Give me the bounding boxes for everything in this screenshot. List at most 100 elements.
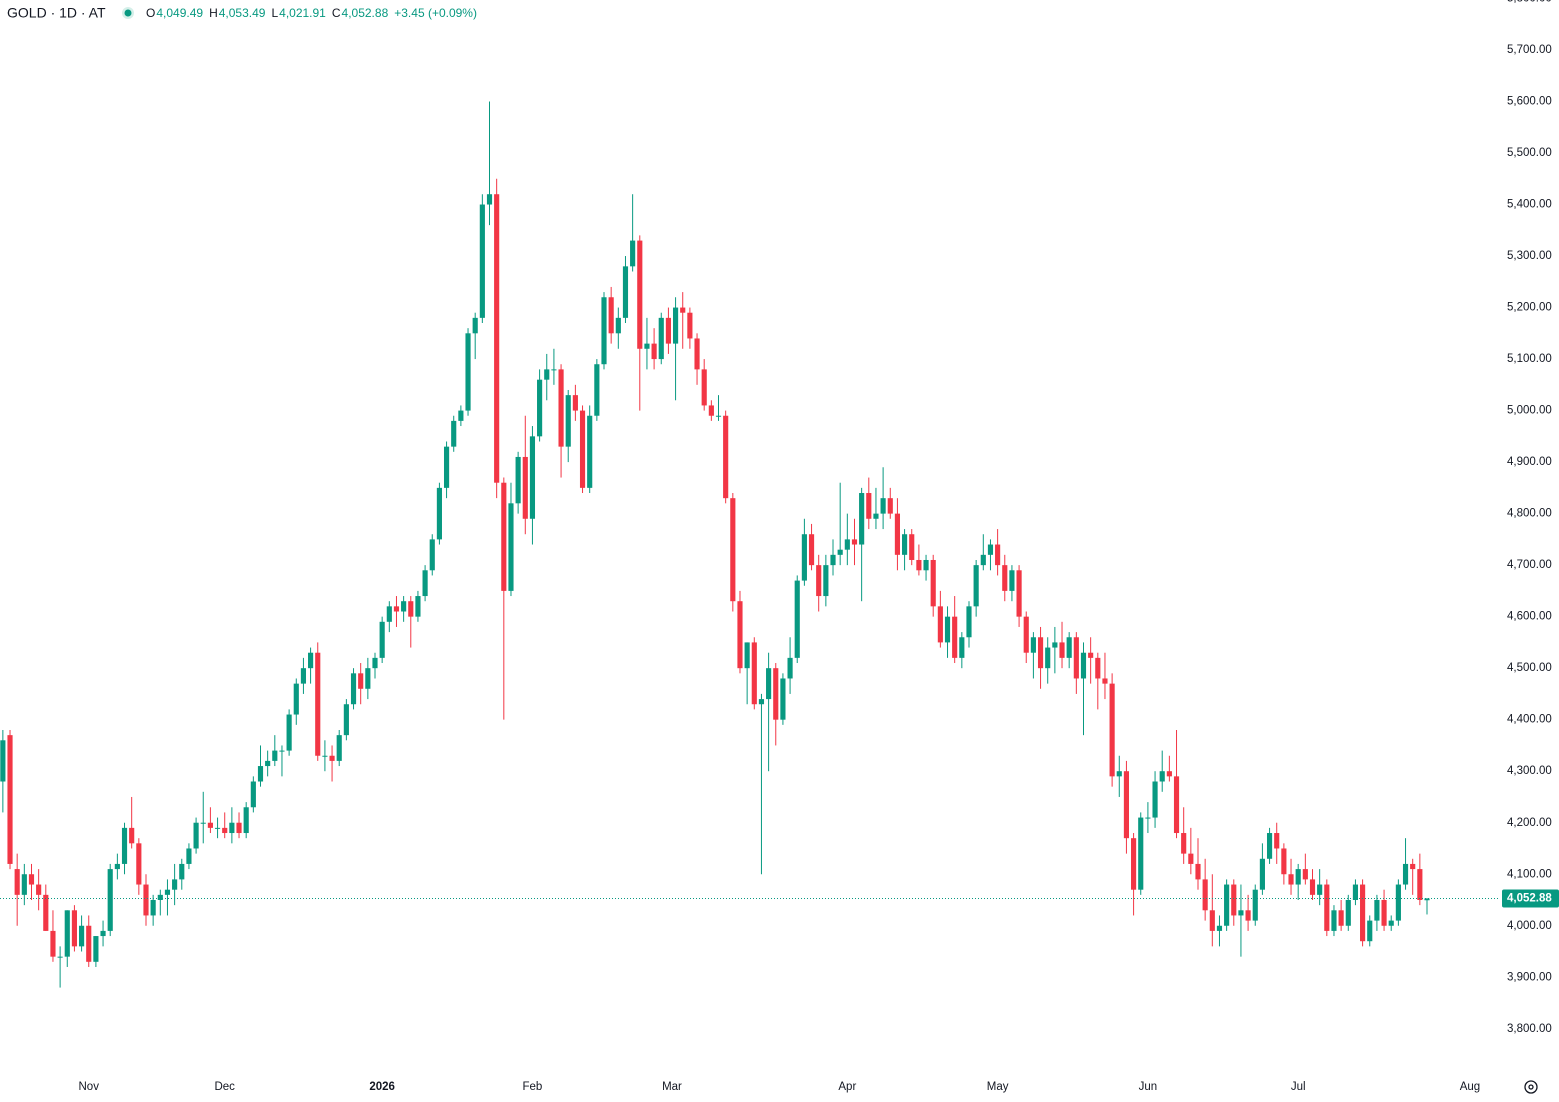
candle-body: [980, 554, 986, 566]
candle-body: [1181, 833, 1187, 854]
candle-body: [916, 559, 922, 571]
ohlc-value: 4,049.49: [156, 6, 203, 20]
candle-body: [250, 781, 256, 808]
candle-body: [1274, 833, 1280, 849]
candle-body: [329, 755, 335, 761]
y-tick-label: 5,500.00: [1507, 147, 1552, 159]
candle-body: [515, 456, 521, 504]
candle-body: [1088, 652, 1094, 658]
candle-body: [1073, 637, 1079, 679]
candle-body: [28, 874, 35, 885]
candle-body: [1317, 884, 1323, 895]
candle-body: [1131, 838, 1137, 890]
candle-body: [1388, 920, 1394, 926]
x-tick-label: Feb: [523, 1081, 543, 1093]
candle-body: [200, 822, 206, 824]
candle-body: [902, 534, 908, 555]
candle-body: [1374, 899, 1380, 921]
settings-icon[interactable]: [1524, 1080, 1538, 1094]
candle-body: [150, 899, 156, 916]
candle-body: [1188, 853, 1194, 864]
candle-body: [1095, 657, 1101, 679]
candle-body: [136, 843, 142, 885]
ohlc-key: C: [332, 6, 341, 20]
candle-body: [851, 539, 858, 545]
candle-body: [594, 364, 600, 416]
candle-body: [823, 565, 829, 597]
candle-body: [257, 766, 264, 782]
candle-body: [1030, 637, 1036, 653]
candle-body: [50, 930, 56, 957]
candle-body: [179, 863, 185, 880]
candle-body: [630, 240, 636, 267]
candle-body: [143, 884, 149, 916]
gear-center[interactable]: [1528, 1084, 1534, 1090]
candle-body: [343, 704, 349, 736]
candle-body: [222, 827, 228, 834]
candle-body: [1209, 910, 1215, 931]
candle-body: [1123, 771, 1130, 839]
candle-body: [680, 307, 686, 313]
y-tick-label: 3,800.00: [1507, 1023, 1552, 1035]
candle-body: [1016, 570, 1022, 617]
y-tick-label: 3,900.00: [1507, 971, 1552, 983]
candle-body: [429, 539, 435, 571]
candle-body: [443, 446, 450, 488]
candle-body: [579, 410, 586, 488]
gear[interactable]: [1524, 1080, 1538, 1094]
candle-body: [1410, 863, 1416, 870]
candle-body: [844, 539, 850, 550]
candle-body: [1338, 910, 1344, 926]
candle-body: [522, 456, 528, 519]
candle-body: [1216, 925, 1223, 931]
candle-body: [121, 827, 128, 864]
candle-body: [1166, 771, 1172, 777]
candle-body: [816, 565, 822, 597]
candle-body: [608, 297, 614, 334]
candle-body: [465, 333, 471, 411]
candle-body: [665, 317, 671, 344]
candle-body: [86, 925, 92, 962]
candle-body: [164, 889, 171, 895]
candle-body: [501, 482, 507, 591]
candle-body: [995, 544, 1001, 566]
candle-body: [873, 513, 879, 519]
candle-body: [1395, 884, 1401, 921]
y-tick-label: 4,200.00: [1507, 817, 1552, 829]
candle-body: [1245, 910, 1251, 921]
ohlc-key: H: [209, 6, 218, 20]
candle-body: [486, 194, 493, 205]
candle-body: [300, 668, 307, 684]
x-tick-label: Jul: [1291, 1081, 1306, 1093]
candle-body: [959, 637, 965, 658]
candle-body: [966, 606, 972, 638]
candle-body: [193, 822, 199, 849]
candle-body: [1037, 637, 1044, 669]
candle-body: [744, 642, 750, 669]
x-tick-label: 2026: [369, 1081, 395, 1093]
candle-body: [801, 534, 807, 581]
y-tick-label: 4,700.00: [1507, 559, 1552, 571]
change: +3.45 (+0.09%): [394, 6, 477, 20]
candle-body: [451, 420, 457, 447]
candle-body: [1259, 858, 1265, 890]
candle-body: [64, 910, 70, 957]
candle-body: [1367, 920, 1373, 942]
y-tick-label: 5,300.00: [1507, 250, 1552, 262]
candle-body: [780, 678, 786, 720]
candle-body: [393, 606, 400, 612]
candle-body: [909, 534, 915, 560]
ohlc-value: 4,021.91: [279, 6, 326, 20]
candle-body: [358, 673, 364, 689]
candle-body: [1224, 884, 1230, 926]
candle-body: [1145, 817, 1151, 819]
candle-body: [601, 297, 607, 365]
candle-body: [1381, 899, 1387, 926]
symbol: GOLD · 1D · AT: [7, 5, 106, 21]
candle-body: [587, 415, 593, 488]
candle-body: [837, 549, 843, 555]
candle-body: [787, 657, 793, 679]
candle-body: [723, 415, 729, 499]
candle-body: [1309, 879, 1316, 895]
